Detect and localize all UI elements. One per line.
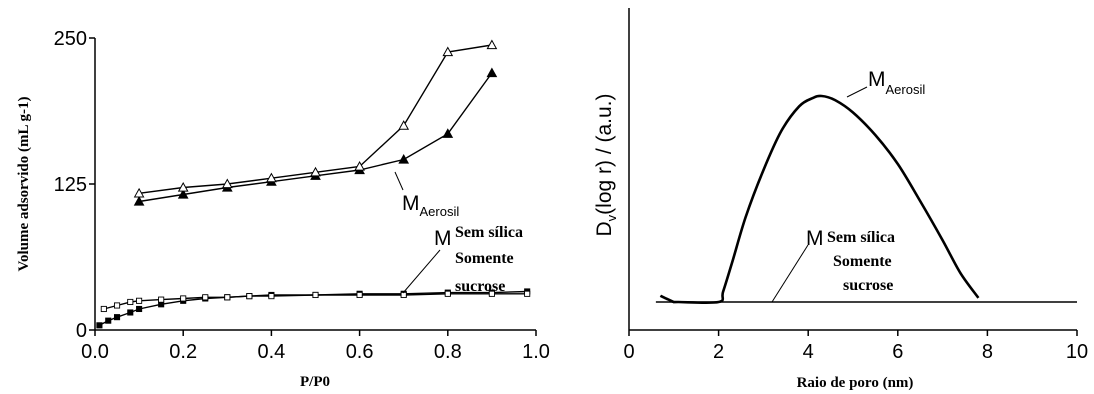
left-y-tick-label: 250 bbox=[54, 28, 87, 50]
left-x-tick-label: 0.6 bbox=[346, 341, 374, 363]
left-annotation-sucrose: M Sem sílica Somente sucrose bbox=[402, 224, 523, 295]
left-series-2-point bbox=[136, 305, 143, 313]
left-series-0-point bbox=[177, 188, 189, 199]
left-series-3-point bbox=[127, 298, 134, 306]
left-x-tick-label: 0.4 bbox=[257, 341, 285, 363]
left-series-1-point bbox=[354, 160, 365, 171]
left-y-tick-label: 125 bbox=[54, 174, 87, 196]
right-y-axis-label-main: D bbox=[593, 221, 616, 236]
left-series-3-point bbox=[312, 291, 319, 299]
left-annotation-aerosil-main: M bbox=[402, 192, 420, 215]
right-annotation-sucrose-line2: Somente bbox=[833, 253, 892, 270]
left-x-tick-label: 1.0 bbox=[522, 341, 550, 363]
left-series-3-point bbox=[524, 290, 531, 297]
left-series-2-point bbox=[113, 314, 121, 321]
right-x-tick-label: 2 bbox=[713, 341, 724, 363]
left-series-1-point bbox=[221, 178, 233, 189]
right-y-axis-label-sub: v bbox=[604, 214, 619, 221]
left-annotation-sucrose-line2: Somente bbox=[455, 250, 514, 267]
left-annotation-sucrose-main: M bbox=[434, 227, 452, 250]
left-series-1-point bbox=[442, 46, 454, 57]
left-ticks: 0.0 0.2 0.4 0.6 0.8 1.0 0 125 250 bbox=[54, 28, 550, 363]
left-x-axis-label: P/P0 bbox=[300, 374, 330, 390]
left-y-axis-label: Volume adsorvido (mL g-1) bbox=[16, 97, 32, 272]
left-annotation-sucrose-line1: Sem sílica bbox=[455, 224, 523, 241]
left-series-3-point bbox=[488, 290, 495, 297]
left-x-tick-label: 0.0 bbox=[81, 341, 109, 363]
right-annotation-sucrose-line3: sucrose bbox=[843, 277, 893, 294]
left-series-3-point bbox=[113, 302, 121, 309]
left-series-0-point bbox=[133, 195, 145, 206]
left-series-3-point bbox=[136, 297, 143, 304]
right-annotation-sucrose-leader bbox=[771, 244, 809, 303]
left-series-0-line bbox=[138, 72, 493, 203]
left-series-0-point bbox=[442, 128, 454, 138]
right-annotation-aerosil: MAerosil bbox=[846, 68, 925, 98]
right-annotation-sucrose-line1: Sem sílica bbox=[827, 229, 895, 246]
left-series-1-point bbox=[398, 120, 410, 130]
right-y-axis-label: Dv(log r) / (a.u.) bbox=[593, 93, 619, 236]
left-series-1-point bbox=[486, 39, 498, 50]
right-annotation-sucrose-main: M bbox=[806, 227, 824, 250]
left-series-2-point bbox=[96, 322, 103, 329]
left-series-3-point bbox=[202, 294, 209, 301]
left-series-3-point bbox=[356, 291, 363, 299]
left-series-3-point bbox=[180, 295, 187, 302]
right-annotation-aerosil-sub: Aerosil bbox=[886, 82, 926, 97]
left-series-1-point bbox=[310, 166, 321, 177]
right-x-tick-label: 4 bbox=[803, 341, 814, 363]
left-annotation-sucrose-leader bbox=[402, 249, 441, 294]
left-series-1-point bbox=[177, 181, 189, 192]
right-x-axis-label: Raio de poro (nm) bbox=[797, 375, 914, 391]
left-x-tick-label: 0.8 bbox=[434, 341, 462, 363]
left-series-2-point bbox=[105, 317, 112, 324]
left-annotation-aerosil-leader bbox=[394, 171, 404, 191]
left-series-3-point bbox=[224, 294, 231, 301]
right-y-axis-label-rest: (log r) / (a.u.) bbox=[593, 93, 616, 214]
right-annotation-sucrose: M Sem sílica Somente sucrose bbox=[771, 227, 895, 303]
left-series-3-line bbox=[103, 293, 528, 310]
left-annotation-aerosil: MAerosil bbox=[394, 171, 459, 219]
right-ticks: 0 2 4 6 8 10 bbox=[623, 330, 1088, 363]
left-annotation-aerosil-sub: Aerosil bbox=[420, 204, 460, 219]
right-annotation-aerosil-label: MAerosil bbox=[868, 68, 925, 97]
right-x-tick-label: 8 bbox=[982, 341, 993, 363]
right-series-0-curve bbox=[659, 94, 980, 305]
left-series-3-point bbox=[444, 290, 451, 297]
right-x-tick-label: 6 bbox=[892, 341, 903, 363]
left-series-1-point bbox=[266, 172, 277, 183]
chart-left: 0.0 0.2 0.4 0.6 0.8 1.0 0 125 250 P/P0 Volume ad… bbox=[16, 28, 550, 390]
left-annotation-aerosil-label: MAerosil bbox=[402, 192, 459, 219]
left-series-3-point bbox=[100, 305, 107, 313]
left-series-3-point bbox=[268, 293, 275, 300]
right-x-tick-label: 0 bbox=[623, 341, 634, 363]
chart-right: 0 2 4 6 8 10 Raio de poro (nm) Dv(log r) / (a… bbox=[593, 8, 1088, 391]
right-x-tick-label: 10 bbox=[1066, 341, 1088, 363]
right-series bbox=[655, 94, 1077, 305]
left-y-tick-label: 0 bbox=[76, 320, 87, 342]
left-series-3-point bbox=[246, 293, 253, 300]
left-series-2-point bbox=[127, 309, 134, 316]
left-series-0-point bbox=[486, 67, 498, 78]
left-series-1-point bbox=[133, 187, 145, 198]
left-annotation-sucrose-line3: sucrose bbox=[455, 278, 505, 295]
right-annotation-aerosil-leader bbox=[846, 86, 868, 98]
left-series-0-point bbox=[398, 153, 410, 164]
right-annotation-aerosil-main: M bbox=[868, 68, 886, 91]
left-x-tick-label: 0.2 bbox=[169, 341, 197, 363]
left-series bbox=[96, 39, 531, 329]
left-series-3-point bbox=[158, 296, 165, 303]
left-series-3-point bbox=[400, 291, 407, 299]
